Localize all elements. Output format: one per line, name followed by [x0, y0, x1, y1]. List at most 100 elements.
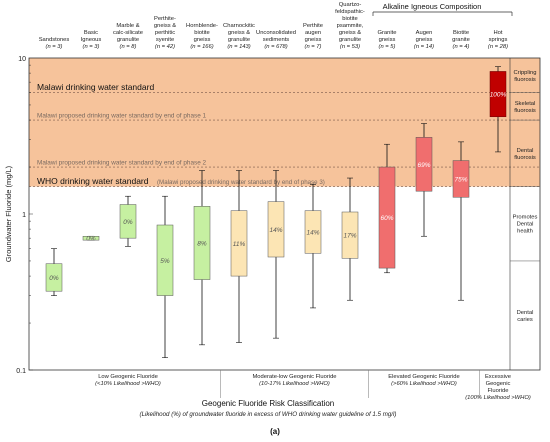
box-group: 14%	[304, 184, 322, 309]
category-label: Hot	[493, 30, 502, 36]
box	[378, 166, 396, 269]
category-label: biotite	[342, 16, 357, 22]
health-zone-label: health	[517, 229, 533, 235]
box-percent-label: 0%	[86, 236, 96, 243]
box	[119, 204, 137, 239]
health-zone-layer: CripplingfluorosisSkeletalfluorosisDenta…	[510, 70, 540, 323]
reference-line-label: WHO drinking water standard	[37, 176, 149, 186]
category-label: granulite	[117, 37, 139, 43]
risk-group-label: Excessive	[485, 374, 511, 380]
box-layer: 0% 0% 0% 5% 8% 11% 14% 14% 17% 60% 69% 75% 100%	[45, 66, 507, 358]
category-label: Charnockitic	[223, 23, 255, 29]
category-label: biotite	[194, 30, 209, 36]
reference-line-suffix: (Malawi proposed drinking water standard…	[157, 179, 325, 186]
category-count: (n = 4)	[453, 44, 470, 50]
box-group: 0%	[119, 195, 137, 247]
category-label: Hornblende-	[186, 23, 218, 29]
box-percent-label: 17%	[343, 233, 356, 240]
category-label: Unconsolidated	[256, 30, 296, 36]
category-label: Perthite	[303, 23, 323, 29]
risk-group-label: Fluoride	[488, 388, 509, 394]
category-count: (n = 7)	[305, 44, 322, 50]
category-label: granulite	[228, 37, 250, 43]
box-percent-label: 60%	[380, 215, 393, 222]
box	[452, 160, 470, 198]
health-zone-label: fluorosis	[514, 108, 536, 114]
risk-group-label: (100% Likelihood >WHO)	[465, 395, 531, 401]
health-zone-label: Skeletal	[515, 101, 536, 107]
category-label: Basic	[84, 30, 98, 36]
category-label: feldspathic-	[335, 9, 365, 15]
box-percent-label: 0%	[123, 219, 133, 226]
x-axis-sublabel: (Likelihood (%) of groundwater fluoride …	[140, 411, 397, 418]
category-count: (n = 28)	[488, 44, 508, 50]
category-label: Perthite-	[154, 16, 176, 22]
box-group: 11%	[230, 170, 248, 343]
box-percent-label: 8%	[197, 240, 207, 247]
risk-group-label: Low Geogenic Fluoride	[98, 374, 158, 380]
box	[341, 211, 359, 259]
category-label: Igneous	[81, 37, 102, 43]
category-label: Marble &	[116, 23, 139, 29]
health-zone-label: Promotes	[513, 215, 538, 221]
health-zone-label: Crippling	[514, 70, 537, 76]
y-tick-label: 10	[18, 56, 26, 63]
x-axis-label: Geogenic Fluoride Risk Classification	[202, 399, 335, 408]
axis-layer: 10 1 0.1	[16, 56, 541, 375]
box	[193, 206, 211, 280]
reference-line-label: Malawi proposed drinking water standard …	[37, 160, 207, 167]
group-header: Alkaline Igneous Composition	[383, 2, 482, 11]
box-percent-label: 0%	[49, 275, 59, 282]
health-zone-label: fluorosis	[514, 77, 536, 83]
box-group: 75%	[452, 141, 470, 301]
box	[415, 137, 433, 192]
category-label: Augen	[416, 30, 433, 36]
box-percent-label: 69%	[417, 162, 430, 169]
category-label: augen	[305, 30, 321, 36]
category-count: (n = 53)	[340, 44, 360, 50]
box-group: 8%	[193, 170, 211, 346]
box	[489, 71, 507, 118]
reference-line-label: Malawi proposed drinking water standard …	[37, 113, 207, 120]
health-zone-label: fluorosis	[514, 155, 536, 161]
risk-group-label: Elevated Geogenic Fluoride	[388, 374, 460, 380]
risk-group-label: Geogenic	[486, 381, 511, 387]
box-group: 5%	[156, 195, 174, 358]
category-label: Sandstones	[39, 37, 70, 43]
risk-group-label: (10-17% Likelihood >WHO)	[259, 381, 330, 387]
box-percent-label: 5%	[160, 258, 170, 265]
box-percent-label: 100%	[490, 92, 507, 99]
category-label: gneiss	[305, 37, 322, 43]
category-label: psammite,	[337, 23, 364, 29]
category-label: gneiss &	[339, 30, 361, 36]
box	[45, 263, 63, 292]
box-percent-label: 14%	[269, 227, 282, 234]
y-tick-label: 0.1	[16, 368, 26, 375]
category-label: gneiss	[379, 37, 396, 43]
category-label: sediments	[263, 37, 290, 43]
box-percent-label: 11%	[233, 241, 246, 248]
box-group: 17%	[341, 177, 359, 301]
category-count: (n = 166)	[190, 44, 213, 50]
box-group: 100%	[489, 66, 507, 153]
category-count: (n = 14)	[414, 44, 434, 50]
category-label: Quartzo-	[339, 2, 362, 8]
health-zone-label: caries	[517, 317, 533, 323]
box	[156, 224, 174, 296]
risk-group-layer: Low Geogenic Fluoride(<10% Likelihood >W…	[95, 370, 531, 401]
box-group: 0%	[45, 248, 63, 296]
panel-label: (a)	[270, 427, 280, 436]
y-axis-label: Groundwater Fluoride (mg/L)	[4, 165, 13, 262]
category-label: granite	[452, 37, 470, 43]
box-group: 0%	[82, 236, 100, 243]
category-count: (n = 5)	[379, 44, 396, 50]
box	[82, 236, 100, 241]
box	[267, 201, 285, 258]
health-zone-label: Dental	[517, 310, 534, 316]
health-zone-label: Dental	[517, 148, 534, 154]
y-tick-label: 1	[22, 212, 26, 219]
category-label: gneiss &	[228, 30, 250, 36]
category-label: Granite	[377, 30, 396, 36]
